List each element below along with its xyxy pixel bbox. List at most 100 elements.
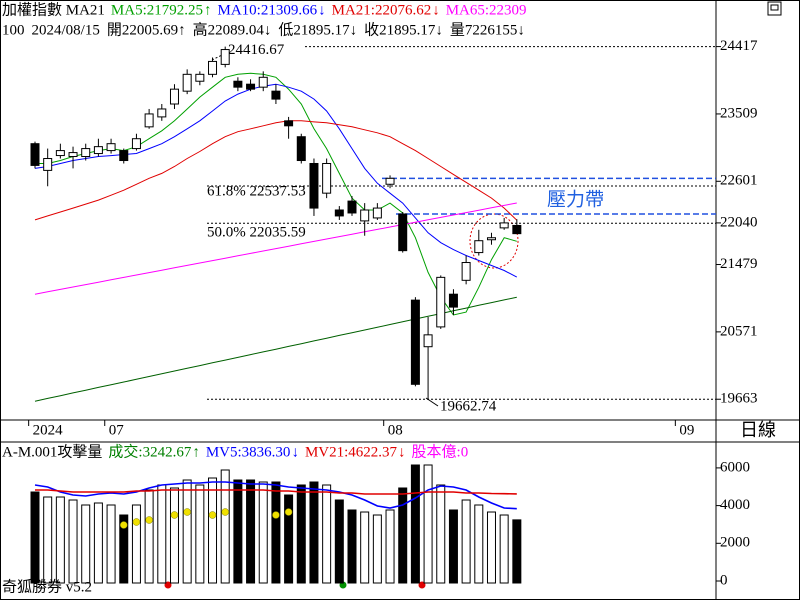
volume-bar [347,509,357,584]
candle-body [512,224,522,235]
volume-bar [410,464,420,584]
candle-body [43,158,53,171]
header-text: 加權指數 MA21 [2,1,105,18]
candle-body [119,150,129,162]
y-tick-label: 0 [720,572,728,588]
candle-body [169,88,179,105]
period-button[interactable]: 日線 [740,420,776,440]
header-text: MV5:3836.30 [206,444,291,460]
volume-bar [81,504,91,584]
volume-bar [309,481,319,584]
header-text: MA21:22076.62 [332,2,432,18]
candle-body [271,90,281,100]
x-tick-label: 07 [109,422,125,438]
header-text: MA5:21792.25 [111,2,203,18]
volume-bar [461,499,471,584]
candle-body [398,213,408,252]
candle-body [360,209,370,222]
candle-body [195,73,205,82]
volume-bar [169,487,179,584]
candle-body [474,240,484,254]
volume-bar [144,489,154,584]
candle-body [296,136,306,162]
volume-bar [423,464,433,584]
y-tick-label: 19663 [720,391,758,407]
candle-body [258,76,268,88]
header-text: 100 [2,22,25,38]
volume-bar [372,514,382,584]
volume-bar [284,494,294,584]
ma-line [34,202,517,295]
volume-bar [322,484,332,584]
candle-body [309,162,319,209]
candle-body [233,80,243,88]
y-tick-label: 2000 [720,535,750,551]
candle-body [423,334,433,348]
window-button[interactable] [767,1,782,16]
candle-body [30,143,40,166]
candle-body [385,177,395,185]
volume-bar [436,484,446,584]
volume-bar [448,509,458,584]
volume-bar [258,481,268,584]
indicator-dot [208,511,217,519]
x-tick-label: 09 [679,422,694,438]
header-text: 開22005.69↑ [107,22,186,38]
header-text: 收21895.17↓ [364,21,443,38]
mv-line [35,489,517,495]
candle-body [81,148,91,158]
volume-bar [246,479,256,584]
header-text: MA65:22309 [446,2,527,18]
candle-body [106,143,116,152]
candle-body [461,262,471,281]
candle-body [347,200,357,214]
volume-bar [486,511,496,584]
candle-body [372,207,382,219]
volume-bar [131,504,141,584]
volume-bar [208,477,218,584]
y-tick-label: 21479 [720,256,758,272]
header-text: 量7226155↓ [450,22,525,38]
y-tick-label: 4000 [720,497,750,513]
volume-bar [385,509,395,584]
volume-bar [119,514,129,584]
y-tick-label: 6000 [720,459,750,475]
candle-body [93,146,103,155]
reference-label: 61.8% 22537.53 [207,183,306,199]
volume-bar [499,514,509,584]
candle-body [436,276,446,328]
header-text: ↓ [398,444,406,460]
volume-bar [220,469,230,584]
volume-bar [30,491,40,584]
volume-bar [157,484,167,584]
header-text: ↑ [204,2,212,18]
volume-bar [195,484,205,584]
candle-body [334,209,344,217]
candle-body [284,120,294,127]
reference-label: 24416.67 [228,42,285,58]
candle-body [410,299,420,385]
header-text: 股本億:0 [412,443,469,460]
footer: 奇狐勝券 v5.2 [2,578,92,595]
candle-body [499,222,509,229]
header-text: 高22089.04↓ [193,21,272,38]
candle-body [448,293,458,308]
volume-bar [512,519,522,584]
volume-bar [106,504,116,584]
volume-bar [68,499,78,584]
header-text: ↑ [192,444,200,460]
volume-bar [360,511,370,584]
volume-bar [93,502,103,584]
y-tick-label: 20571 [720,323,758,339]
candle-body [131,138,141,150]
header-text: MA10:21309.66 [218,2,318,18]
reference-label: 19662.74 [440,399,497,415]
reference-label: 50.0% 22035.59 [207,225,306,241]
x-tick-label: 2024 [33,422,64,438]
header-text: ↓ [291,444,299,460]
y-tick-label: 24417 [720,38,758,54]
y-tick-label: 22601 [720,173,758,189]
volume-bar [43,496,53,584]
